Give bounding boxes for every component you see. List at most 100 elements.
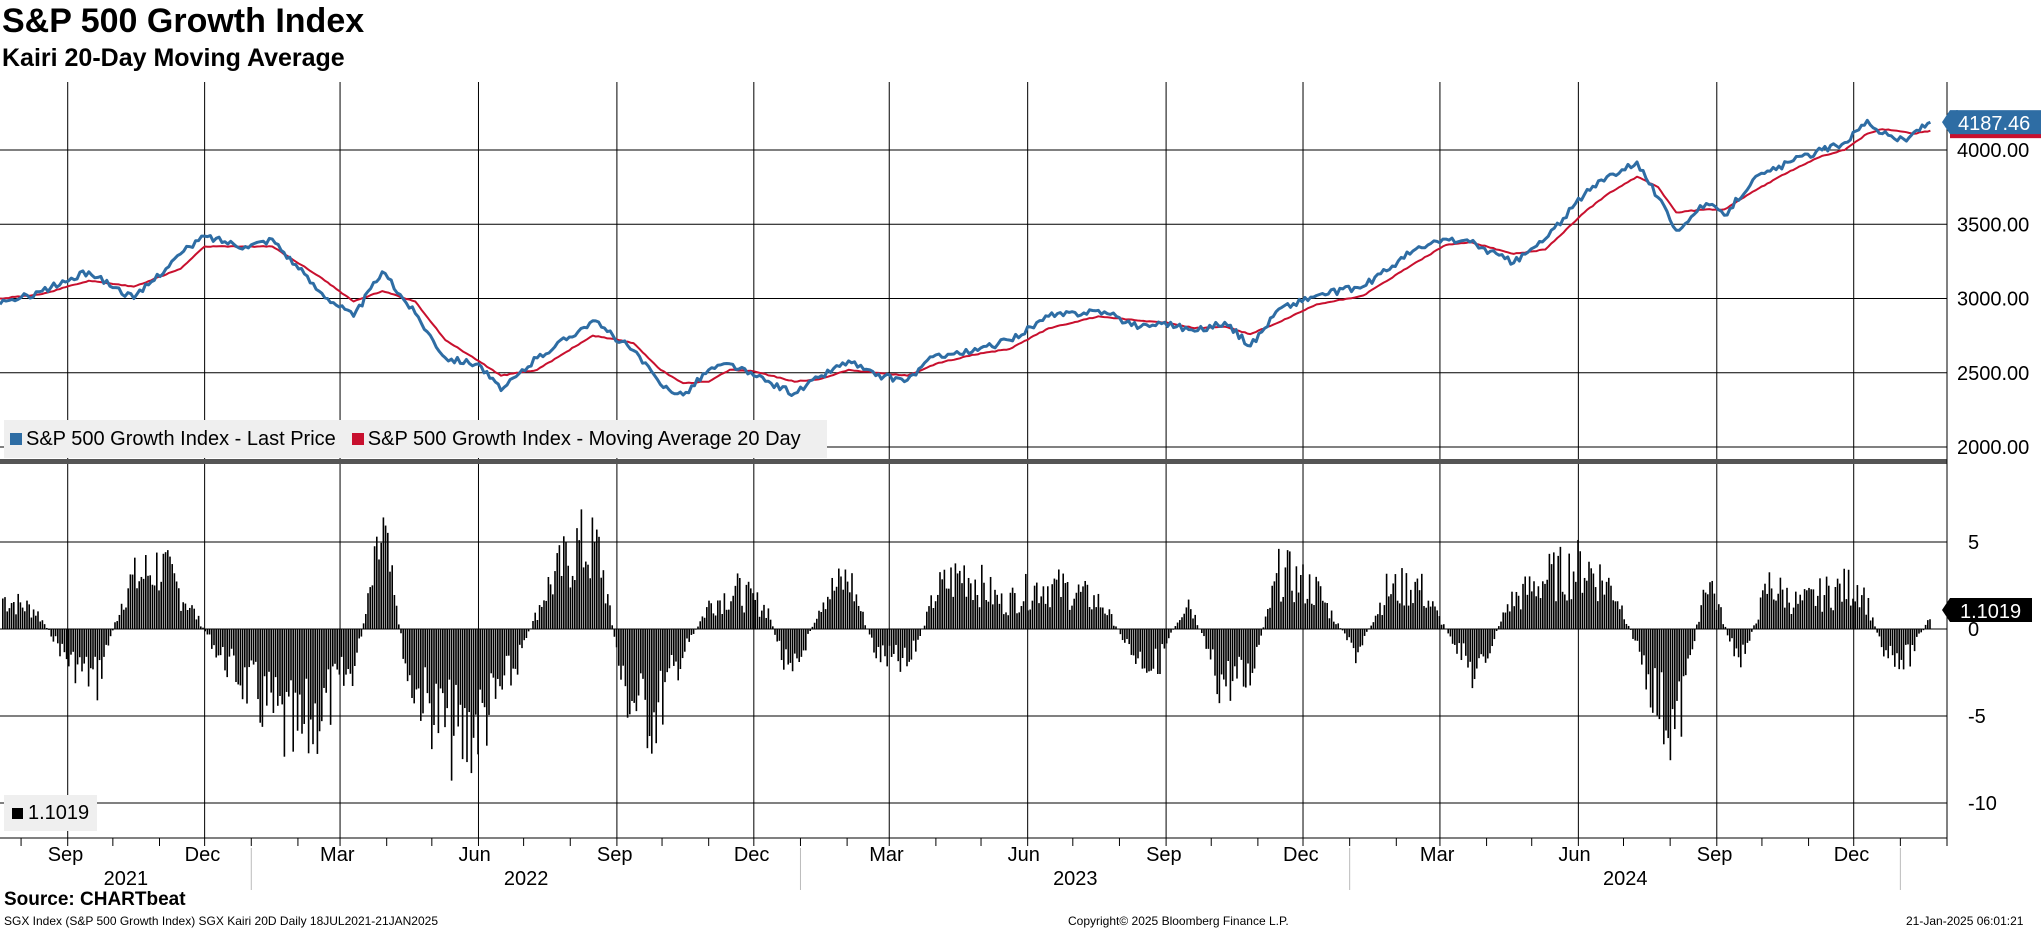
kairi-bar [611,625,613,629]
kairi-bar [1084,580,1086,629]
kairi-bar [204,629,206,632]
kairi-bar [640,629,642,674]
kairi-bar [1927,620,1929,629]
kairi-bar [13,602,15,629]
kairi-bar [1139,629,1141,652]
kairi-bar [1680,629,1683,737]
kairi-bar [1918,629,1920,634]
kairi-bar [818,610,820,629]
kairi-bar [426,629,429,694]
kairi-bar [1506,604,1509,629]
kairi-bar [1465,629,1467,656]
kairi-bar [1262,627,1265,629]
kairi-bar [930,595,932,629]
kairi-bar [224,629,226,671]
kairi-bar [978,607,981,629]
kairi-bar [382,517,385,629]
kairi-bar [642,629,644,679]
kairi-bar [1317,581,1320,629]
kairi-bar [1407,605,1410,629]
x-tick-label: Dec [734,844,770,866]
kairi-bar [948,588,950,629]
kairi-bar [521,629,523,649]
kairi-bar [629,629,631,715]
kairi-bar [1060,596,1062,629]
kairi-bar [1187,599,1190,629]
kairi-bar [294,629,297,693]
kairi-bar [246,629,248,704]
kairi-bar [422,629,424,714]
kairi-bar [1423,606,1425,629]
kairi-bar [112,629,114,631]
kairi-bar [728,609,730,629]
kairi-bar [43,624,46,629]
kairi-bar [827,596,829,629]
kairi-bar [1621,605,1623,629]
kairi-bar [923,625,926,629]
kairi-bar [961,583,963,629]
kairi-bar [1634,629,1636,641]
kairi-bar [1713,593,1716,629]
kairi-bar [690,629,693,635]
kairi-bar [1033,585,1036,629]
kairi-bar [1405,573,1408,629]
kairi-bar [477,629,479,755]
kairi-bar [263,629,266,677]
kairi-bar [125,607,127,629]
kairi-bar [1088,607,1091,629]
kairi-bar [688,629,690,642]
kairi-bar [1174,626,1177,629]
kairi-bar [323,629,325,688]
kairi-bar [6,611,8,629]
kairi-bar [1902,629,1905,670]
kairi-bar [849,592,851,629]
kairi-bar [52,629,55,642]
kairi-bar [1291,590,1293,629]
kairi-bar [343,629,345,686]
kairi-bar [530,628,532,629]
kairi-bar [989,576,992,629]
kairi-bar [560,575,563,629]
kairi-bar [437,629,440,734]
kairi-bar [527,629,530,632]
kairi-bar [899,629,902,672]
kairi-bar [939,572,941,629]
kairi-bar [1740,629,1742,668]
kairi-bar [1478,629,1480,659]
kairi-bar [831,577,833,629]
kairi-bar [1390,594,1392,629]
kairi-bar [1839,583,1841,629]
kairi-bar [24,611,26,629]
kairi-bar [1348,629,1350,638]
kairi-bar [1284,567,1287,629]
kairi-bar [1278,548,1280,629]
kairi-bar [1130,629,1133,655]
kairi-bar [538,605,541,629]
kairi-bar [338,629,341,675]
kairi-bar [1810,589,1812,629]
kairi-bar [754,599,756,629]
kairi-bar [758,616,761,629]
kairi-bar [1249,629,1251,686]
kairi-bar [574,580,576,629]
kairi-bar [131,574,134,629]
kairi-bar [32,609,35,629]
kairi-bar [1280,601,1282,629]
kairi-bar [1786,587,1788,629]
kairi-bar [1564,594,1566,629]
y-tick-label: 2000.00 [1957,437,2029,459]
kairi-bar [549,584,552,629]
kairi-bar [1240,629,1243,660]
kairi-bar [1293,602,1295,629]
x-tick-label: Dec [185,844,221,866]
kairi-bar [1335,624,1337,629]
kairi-bar [1559,546,1562,629]
kairi-bar [1922,629,1925,631]
kairi-bar [653,629,655,713]
kairi-bar [475,629,477,715]
kairi-bar [998,603,1001,629]
kairi-bar [1920,629,1922,633]
kairi-bar [28,604,30,629]
kairi-bar [1069,609,1071,629]
kairi-bar [1678,629,1680,682]
